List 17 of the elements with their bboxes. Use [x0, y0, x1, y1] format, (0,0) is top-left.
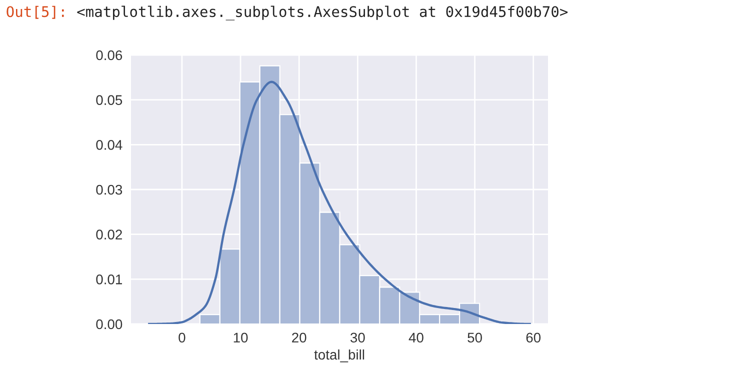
- y-tick-label: 0.00: [96, 319, 122, 330]
- x-tick-label: 10: [234, 332, 248, 343]
- x-tick-label: 60: [526, 332, 541, 343]
- x-tick-label: 0: [178, 332, 186, 343]
- x-tick-label: 20: [292, 332, 306, 343]
- y-tick-label: 0.02: [96, 230, 122, 240]
- x-tick-label: 50: [468, 332, 482, 343]
- text: Out[5]:: [6, 6, 64, 19]
- y-tick-label: 0.04: [96, 140, 122, 150]
- text: <matplotlib.axes._subplots.AxesSubplot at 0x19d45f00b70>: [77, 6, 568, 20]
- y-tick-label: 0.01: [96, 274, 122, 284]
- x-tick-label: 40: [408, 332, 424, 343]
- x-axis-title: total_bill: [314, 349, 364, 362]
- y-tick-label: 0.03: [96, 184, 122, 195]
- y-tick-label: 0.06: [96, 50, 122, 60]
- x-tick-label: 30: [350, 332, 365, 343]
- y-tick-label: 0.05: [96, 95, 122, 106]
